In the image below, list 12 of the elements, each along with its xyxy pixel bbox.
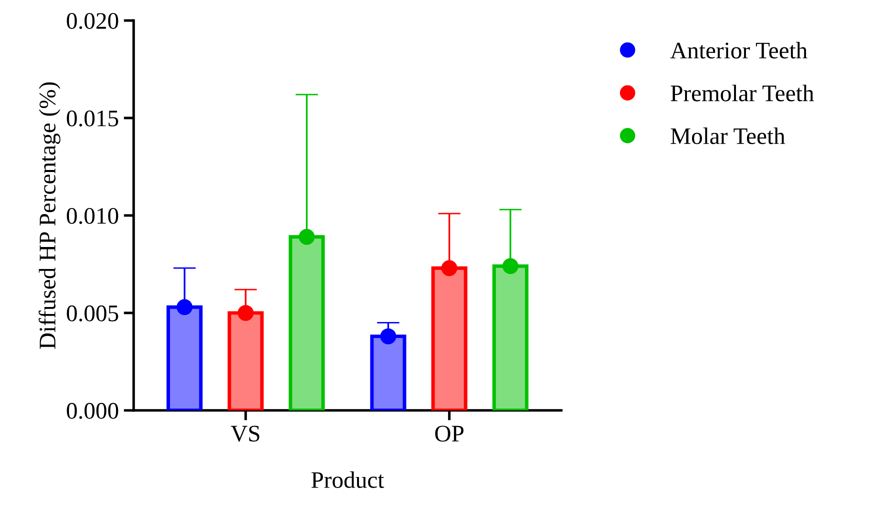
y-tick-label: 0.005	[66, 305, 118, 322]
x-axis-title: Product	[311, 471, 384, 488]
legend-label: Premolar Teeth	[670, 84, 814, 102]
x-tick-label: OP	[435, 426, 464, 442]
y-tick-label: 0.010	[66, 208, 118, 224]
y-tick-label: 0.020	[66, 13, 118, 30]
legend-label: Molar Teeth	[670, 128, 786, 144]
legend-label: Anterior Teeth	[670, 42, 808, 59]
x-tick-label: VS	[230, 426, 260, 442]
y-axis-title: Diffused HP Percentage (%)	[38, 82, 60, 349]
y-tick-label: 0.000	[66, 402, 118, 419]
y-tick-label: 0.015	[66, 110, 118, 127]
